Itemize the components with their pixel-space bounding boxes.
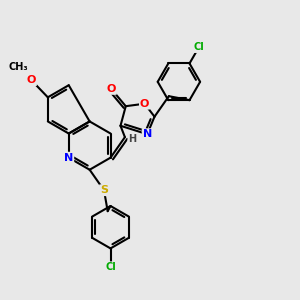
Text: CH₃: CH₃ [8,61,28,72]
Text: O: O [140,99,149,109]
Text: Cl: Cl [105,262,116,272]
Text: N: N [142,129,152,139]
Text: H: H [128,134,136,144]
Text: N: N [64,153,74,163]
Text: Cl: Cl [194,42,204,52]
Text: O: O [27,75,36,85]
Text: O: O [106,84,116,94]
Text: S: S [100,185,108,195]
